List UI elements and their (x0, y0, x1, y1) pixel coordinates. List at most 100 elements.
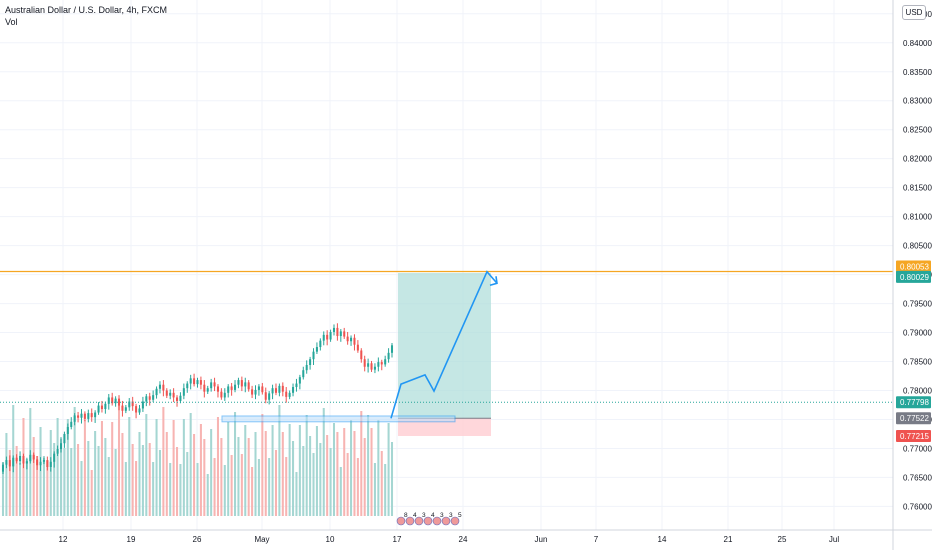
candle-body (261, 386, 264, 393)
volume-bar (66, 419, 69, 516)
economic-event-flag (441, 516, 451, 526)
candle-body (111, 397, 114, 404)
candle-body (90, 413, 93, 418)
volume-bar (117, 404, 121, 516)
candle-body (83, 413, 86, 419)
candle-body (135, 406, 138, 413)
price-tick-label: 0.77000 (903, 444, 932, 453)
candle-body (206, 388, 209, 392)
candle-body (254, 389, 257, 395)
volume-bar (135, 461, 138, 516)
economic-event-count: 4 (413, 512, 417, 519)
currency-button[interactable]: USD (902, 5, 926, 20)
candle-body (384, 359, 387, 365)
time-axis[interactable]: 12 19 26 May 10 17 24 Jun 7 14 21 25 Jul (0, 529, 932, 544)
candle-body (326, 334, 329, 340)
candle-body (56, 449, 59, 454)
price-tag (896, 260, 931, 273)
candle-body (176, 397, 179, 401)
price-tick-label: 0.83500 (903, 68, 932, 77)
candle-body (117, 398, 121, 406)
position-zones[interactable] (398, 272, 491, 436)
candle-body (114, 398, 117, 404)
economic-event-flag (432, 516, 442, 526)
time-tick-label: 10 (326, 535, 335, 544)
price-tick-label: 0.84000 (903, 39, 932, 48)
volume-bar (5, 433, 8, 516)
candle-body (186, 383, 189, 389)
volume-bar (186, 452, 189, 516)
candle-body (305, 365, 308, 371)
candle-body (240, 380, 243, 387)
candle-body (128, 401, 131, 408)
volume-bar (83, 420, 86, 516)
candle-body (66, 427, 69, 434)
volume-bar (111, 422, 114, 516)
volume-bar (380, 451, 383, 516)
candle-body (121, 405, 124, 411)
price-tag-value: 0.80029 (900, 273, 929, 282)
candle-body (193, 378, 196, 385)
candle-body (73, 415, 76, 422)
volume-bar (274, 450, 278, 516)
candle-body (203, 384, 206, 392)
symbol-title[interactable]: Australian Dollar / U.S. Dollar, 4h, FXC… (5, 5, 168, 15)
volume-bar (390, 442, 394, 516)
volume-bar (251, 467, 254, 516)
volume-bar (165, 432, 168, 516)
volume-bar (302, 446, 305, 516)
candle-body (165, 390, 168, 396)
volume-bar (141, 445, 144, 516)
candle-body (182, 388, 185, 396)
volume-bar (90, 470, 93, 516)
candle-body (302, 370, 305, 378)
economic-event-flag (396, 516, 406, 526)
candle-body (12, 457, 15, 467)
candle-body (162, 384, 165, 391)
projection-path[interactable] (390, 270, 498, 419)
volume-indicator-label[interactable]: Vol (5, 17, 18, 27)
volume-bar (278, 405, 281, 516)
candle-body (230, 386, 233, 390)
candle-body (172, 392, 175, 398)
volume-bar (220, 438, 223, 516)
candle-body (1, 464, 5, 472)
volume-bar (319, 443, 322, 516)
candle-body (319, 340, 322, 348)
volume-bar (295, 472, 298, 516)
volume-bar (326, 435, 329, 516)
candle-body (8, 460, 11, 467)
candle-body (97, 405, 100, 413)
long-stop-zone[interactable] (398, 418, 491, 436)
candle-body (339, 331, 342, 337)
time-tick-label: 25 (778, 535, 787, 544)
time-tick-label: Jul (829, 535, 839, 544)
support-zone-rectangle[interactable] (221, 415, 456, 423)
candle-body (377, 362, 380, 367)
volume-bar (234, 412, 237, 516)
volume-bar (339, 467, 342, 516)
candle-body (179, 395, 182, 401)
volume-bar (264, 431, 267, 516)
candle-body (363, 359, 366, 367)
volume-bar (288, 424, 291, 516)
volume-bar (281, 432, 284, 516)
candle-body (152, 395, 155, 400)
volume-bar (77, 444, 80, 516)
candle-body (312, 351, 315, 360)
candle-body (387, 352, 390, 360)
candle-body (15, 457, 18, 462)
candle-body (22, 455, 25, 464)
candle-body (285, 391, 288, 397)
volume-bar (360, 411, 363, 516)
candle-body (288, 392, 291, 397)
candle-body (124, 407, 127, 411)
candlesticks (1, 323, 394, 474)
volume-bar (196, 463, 199, 516)
drawings[interactable] (0, 270, 893, 423)
volume-bar (179, 464, 182, 516)
volume-bar (87, 441, 90, 516)
volume-bar (59, 437, 63, 516)
